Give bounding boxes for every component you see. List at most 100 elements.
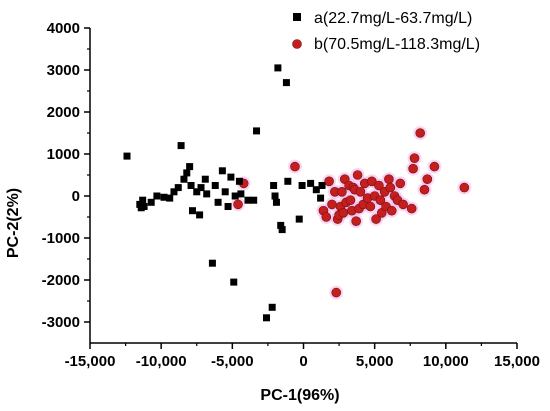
legend: a(22.7mg/L-63.7mg/L) b(70.5mg/L-118.3mg/… <box>292 10 480 53</box>
point-series-b <box>331 287 342 298</box>
y-tick-label: -2000 <box>42 272 80 289</box>
point-series-a <box>284 177 292 185</box>
point-series-a <box>244 196 252 204</box>
point-series-b <box>429 161 440 172</box>
y-tick-label: 3000 <box>47 62 80 79</box>
point-series-a <box>230 278 238 286</box>
point-series-a <box>140 203 148 210</box>
x-axis-title: PC-1(96%) <box>260 387 339 404</box>
point-series-b <box>352 170 363 180</box>
point-series-a <box>188 207 196 215</box>
point-series-a <box>139 196 147 204</box>
point-series-a <box>197 184 205 192</box>
x-tick-label: -5,000 <box>211 353 254 370</box>
point-series-b <box>367 176 377 187</box>
axes: -3000 -2000 -1000 0 1000 2000 3000 4000 -15,000 -… <box>42 20 540 370</box>
point-series-b <box>415 128 426 138</box>
point-series-b <box>355 187 366 197</box>
point-series-b <box>327 199 337 210</box>
point-series-a <box>186 163 194 171</box>
point-series-a <box>227 173 235 181</box>
point-series-a <box>193 188 201 196</box>
point-series-a <box>187 182 195 189</box>
y-axis-title: PC-2(2%) <box>5 188 22 258</box>
x-tick-label: -10,000 <box>136 353 187 370</box>
point-series-a <box>218 167 226 175</box>
point-series-a <box>268 303 276 311</box>
point-series-a <box>317 194 325 202</box>
point-series-b <box>374 180 384 191</box>
point-series-b <box>408 163 418 174</box>
y-tick-label: 1000 <box>47 146 80 163</box>
point-series-b <box>419 184 430 195</box>
point-series-a <box>253 127 261 135</box>
point-series-b <box>324 176 334 187</box>
point-series-a <box>274 64 282 72</box>
point-series-b <box>422 174 433 184</box>
x-tick-label: -15,000 <box>65 353 116 370</box>
point-series-a <box>177 142 185 150</box>
point-series-b <box>321 212 332 222</box>
x-tick-label: 5,000 <box>356 353 394 370</box>
legend-marker-series-b <box>292 39 302 49</box>
point-series-a <box>277 221 285 229</box>
y-tick-label: 4000 <box>47 20 80 37</box>
point-series-a <box>160 193 168 201</box>
point-series-b <box>233 199 243 210</box>
point-series-b <box>409 153 420 163</box>
legend-label-series-a: a(22.7mg/L-63.7mg/L) <box>314 10 472 27</box>
point-series-a <box>318 182 326 189</box>
point-series-a <box>214 198 222 206</box>
x-tick-label: 10,000 <box>423 353 469 370</box>
legend-label-series-b: b(70.5mg/L-118.3mg/L) <box>314 36 480 53</box>
point-series-b <box>365 201 376 212</box>
point-series-a <box>250 196 258 204</box>
x-tick-label: 15,000 <box>494 353 540 370</box>
point-series-b <box>385 182 396 193</box>
y-tick-label: -3000 <box>42 314 80 331</box>
point-series-a <box>208 259 216 267</box>
point-series-a <box>278 226 286 234</box>
point-series-a <box>183 169 191 177</box>
y-tick-label: -1000 <box>42 230 80 247</box>
point-series-a <box>231 192 239 200</box>
point-series-a <box>298 182 306 189</box>
y-tick-label: 0 <box>72 188 80 205</box>
point-series-b <box>338 208 349 218</box>
point-series-b <box>371 214 381 224</box>
point-series-a <box>123 152 131 160</box>
point-series-b <box>375 195 386 205</box>
point-series-a <box>203 190 211 198</box>
data-points <box>123 64 472 322</box>
point-series-a <box>221 188 229 196</box>
point-series-a <box>307 179 315 187</box>
point-series-b <box>386 205 397 216</box>
point-series-a <box>282 79 290 87</box>
point-series-a <box>180 175 188 183</box>
legend-marker-series-a <box>293 13 301 21</box>
point-series-a <box>270 182 278 189</box>
point-series-a <box>196 211 204 219</box>
y-tick-label: 2000 <box>47 104 80 121</box>
point-series-a <box>312 186 320 194</box>
point-series-a <box>237 190 245 198</box>
point-series-a <box>174 184 182 192</box>
point-series-a <box>153 192 161 200</box>
point-series-b <box>395 178 406 189</box>
point-series-a <box>262 314 270 322</box>
point-series-a <box>295 215 303 223</box>
point-series-a <box>147 198 155 206</box>
point-series-a <box>211 182 219 189</box>
point-series-a <box>201 175 209 183</box>
point-series-b <box>384 174 394 184</box>
point-series-a <box>166 194 174 202</box>
point-series-b <box>351 216 361 226</box>
point-series-a <box>235 177 243 185</box>
point-series-b <box>406 203 417 214</box>
point-series-b <box>398 199 408 210</box>
point-series-a <box>170 188 178 196</box>
point-series-b <box>345 195 356 205</box>
point-series-a <box>224 203 232 210</box>
point-series-b <box>459 182 470 193</box>
